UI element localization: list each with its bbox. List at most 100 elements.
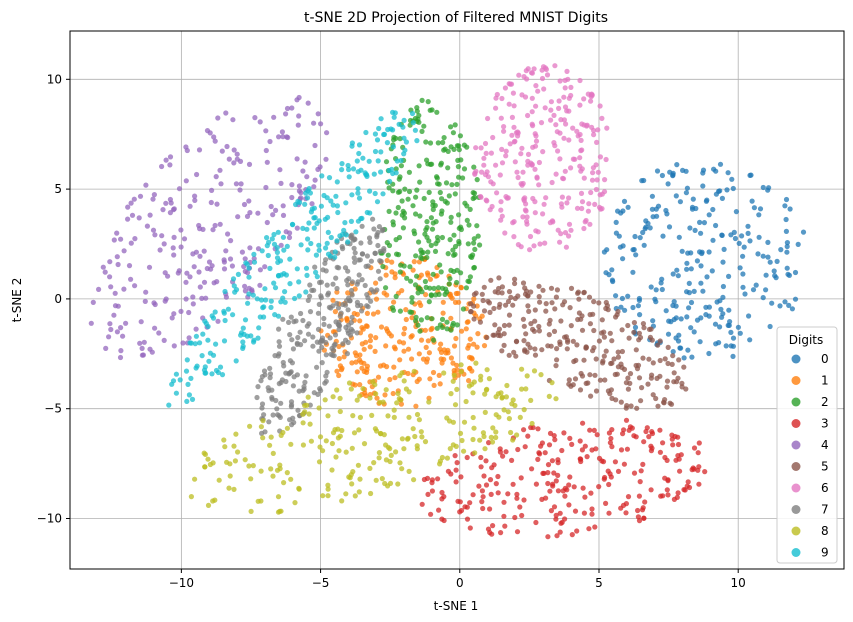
point-digit-2 [400,208,406,214]
point-digit-6 [589,124,595,130]
point-digit-3 [602,474,608,481]
point-digit-5 [608,387,615,393]
point-digit-6 [507,141,513,147]
point-digit-6 [499,160,506,166]
point-digit-8 [357,393,363,399]
point-digit-4 [142,298,148,304]
point-digit-7 [259,430,265,436]
point-digit-8 [346,380,353,386]
point-digit-8 [528,397,534,403]
point-digit-8 [300,420,306,426]
point-digit-6 [591,132,597,138]
point-digit-0 [730,185,736,192]
legend-marker-8 [791,526,801,536]
point-digit-8 [221,437,227,443]
point-digit-9 [293,201,299,208]
point-digit-7 [276,351,282,357]
point-digit-1 [361,360,367,366]
point-digit-6 [511,124,517,130]
point-digit-4 [296,94,302,101]
point-digit-3 [502,523,508,529]
point-digit-5 [491,305,497,312]
point-digit-7 [269,394,275,401]
point-digit-0 [684,266,690,272]
point-digit-6 [502,85,508,91]
point-digit-0 [689,354,695,360]
point-digit-7 [261,412,267,418]
point-digit-3 [623,510,629,516]
point-digit-4 [230,117,236,123]
point-digit-3 [514,495,520,501]
point-digit-2 [433,241,439,247]
point-digit-1 [409,356,415,362]
point-digit-9 [248,333,254,339]
point-digit-9 [186,392,192,398]
point-digit-7 [302,338,308,344]
point-digit-4 [217,167,223,173]
point-digit-7 [323,339,329,346]
point-digit-5 [591,299,597,305]
point-digit-8 [505,409,511,415]
point-digit-0 [700,183,706,189]
point-digit-6 [533,83,539,89]
point-digit-5 [546,321,552,327]
point-digit-6 [524,221,530,227]
point-digit-4 [238,181,244,187]
point-digit-1 [418,272,424,278]
point-digit-1 [373,296,380,302]
point-digit-8 [357,476,363,482]
point-digit-3 [530,424,536,431]
point-digit-4 [112,290,118,296]
point-digit-5 [522,348,528,354]
point-digit-8 [457,430,464,436]
point-digit-2 [439,196,445,202]
point-digit-8 [482,446,488,452]
point-digit-8 [343,449,349,455]
point-digit-4 [194,171,200,178]
point-digit-3 [664,457,670,463]
point-digit-5 [488,277,494,283]
point-digit-9 [233,358,239,364]
point-digit-0 [665,331,672,337]
point-digit-4 [176,186,183,192]
point-digit-9 [390,170,396,177]
point-digit-5 [588,393,594,399]
point-digit-2 [451,232,457,238]
point-digit-3 [551,504,558,510]
point-digit-9 [355,186,361,192]
point-digit-5 [636,375,643,381]
point-digit-9 [372,148,379,155]
point-digit-3 [552,437,558,443]
point-digit-4 [183,178,189,184]
point-digit-0 [712,321,719,327]
point-digit-5 [499,348,505,354]
point-digit-0 [700,288,706,294]
point-digit-8 [419,434,425,440]
point-digit-9 [356,150,362,157]
point-digit-3 [670,442,676,448]
point-digit-7 [334,300,340,306]
point-digit-5 [471,316,477,322]
point-digit-6 [477,193,484,200]
point-digit-6 [574,205,581,211]
point-digit-8 [205,456,211,462]
point-digit-6 [541,86,547,92]
point-digit-9 [313,269,319,275]
point-digit-9 [334,179,340,185]
point-digit-0 [700,167,707,173]
point-digit-5 [480,297,486,304]
point-digit-6 [602,177,608,183]
point-digit-7 [307,293,313,299]
point-digit-0 [733,209,740,215]
point-digit-4 [246,161,253,167]
point-digit-3 [608,435,614,442]
point-digit-2 [448,124,454,130]
point-digit-1 [410,267,416,273]
point-digit-5 [537,299,543,305]
point-digit-8 [372,382,378,388]
point-digit-9 [238,332,244,338]
point-digit-2 [386,208,392,214]
point-digit-5 [554,346,560,352]
series-3-points [419,417,708,540]
point-digit-7 [323,352,329,358]
